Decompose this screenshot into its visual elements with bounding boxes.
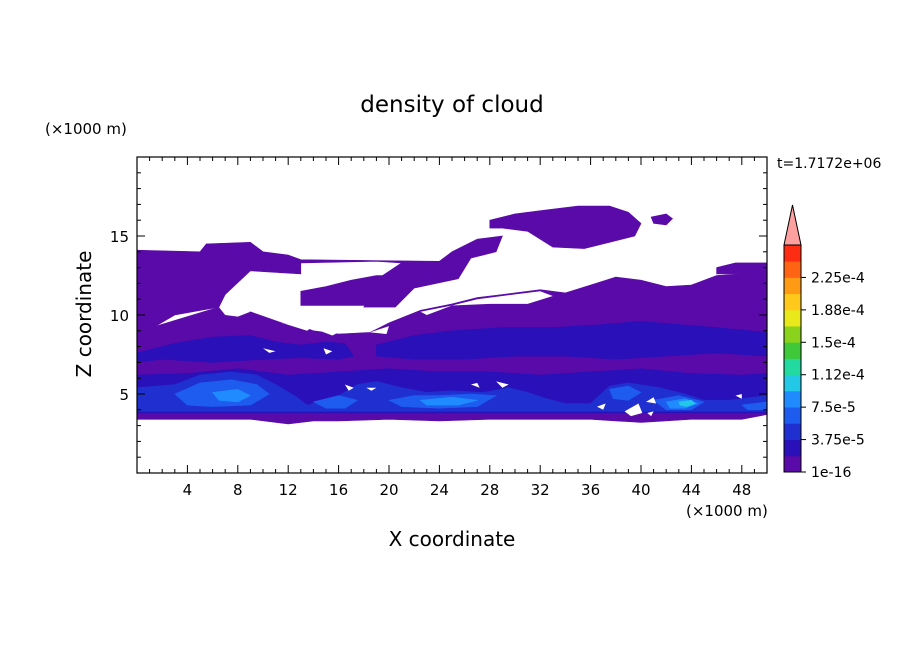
colorbar-swatch-3 bbox=[784, 407, 801, 424]
clear-gap-13 bbox=[647, 411, 654, 417]
y-tick-label: 15 bbox=[110, 228, 129, 246]
x-tick-label: 4 bbox=[183, 481, 193, 499]
y-unit-label: (×1000 m) bbox=[45, 120, 127, 138]
clear-gap-2 bbox=[319, 330, 339, 336]
clear-gap-6 bbox=[370, 326, 389, 334]
colorbar-swatch-7 bbox=[784, 342, 801, 359]
x-tick-label: 12 bbox=[279, 481, 298, 499]
clear-gap-3 bbox=[263, 348, 276, 353]
y-axis-label: Z coordinate bbox=[72, 251, 96, 378]
contour-region-17 bbox=[212, 388, 252, 403]
colorbar: 1e-16 3.75e-5 7.5e-5 1.12e-4 1.5e-4 1.88e-4 2.… bbox=[783, 204, 865, 481]
x-tick-label: 40 bbox=[631, 481, 650, 499]
chart-title: density of cloud bbox=[360, 92, 543, 118]
x-axis-label: X coordinate bbox=[389, 527, 516, 551]
colorbar-swatch-2 bbox=[784, 423, 801, 440]
clear-gap-15 bbox=[735, 394, 742, 399]
contour-region-12 bbox=[312, 395, 359, 409]
x-tick-label: 28 bbox=[480, 481, 499, 499]
colorbar-swatch-10 bbox=[784, 293, 801, 311]
y-tick-label: 5 bbox=[119, 386, 129, 404]
colorbar-swatch-0 bbox=[784, 455, 801, 473]
contour-region-18 bbox=[419, 396, 478, 406]
colorbar-label: 7.5e-5 bbox=[811, 400, 856, 416]
time-label: t=1.7172e+06 bbox=[777, 156, 881, 172]
colorbar-label: 1.5e-4 bbox=[811, 335, 856, 351]
x-tick-label: 20 bbox=[379, 481, 398, 499]
clear-gap-4 bbox=[323, 348, 333, 355]
contour-field bbox=[137, 205, 767, 425]
contour-region-4 bbox=[650, 213, 673, 226]
colorbar-swatch-11 bbox=[784, 277, 801, 295]
contour-region-20 bbox=[678, 399, 696, 407]
colorbar-label: 1.12e-4 bbox=[811, 368, 865, 384]
clear-gap-8 bbox=[366, 387, 377, 391]
colorbar-swatch-8 bbox=[784, 326, 801, 343]
contour-region-5 bbox=[716, 262, 767, 275]
colorbar-label: 3.75e-5 bbox=[811, 433, 865, 449]
x-tick-label: 16 bbox=[329, 481, 348, 499]
x-tick-label: 32 bbox=[531, 481, 550, 499]
colorbar-frame bbox=[783, 244, 802, 473]
colorbar-label: 2.25e-4 bbox=[811, 270, 865, 286]
colorbar-swatch-13 bbox=[784, 245, 801, 262]
colorbar-swatch-12 bbox=[784, 261, 801, 278]
clear-gap-14 bbox=[646, 397, 657, 404]
x-tick-label: 8 bbox=[233, 481, 243, 499]
y-tick-label: 10 bbox=[110, 307, 129, 325]
x-tick-label: 36 bbox=[581, 481, 600, 499]
contour-region-0 bbox=[137, 235, 503, 327]
colorbar-swatch-6 bbox=[784, 358, 801, 376]
colorbar-swatch-9 bbox=[784, 309, 801, 327]
x-tick-label: 48 bbox=[732, 481, 751, 499]
contour-region-14 bbox=[609, 385, 642, 401]
x-tick-label: 24 bbox=[430, 481, 449, 499]
colorbar-extend-arrow bbox=[783, 204, 802, 246]
colorbar-label: 1.88e-4 bbox=[811, 303, 865, 319]
x-unit-label: (×1000 m) bbox=[686, 502, 768, 520]
colorbar-label: 1e-16 bbox=[811, 465, 851, 481]
contour-region-7 bbox=[137, 335, 355, 363]
x-tick-label: 44 bbox=[682, 481, 701, 499]
colorbar-swatch-4 bbox=[784, 390, 801, 408]
colorbar-swatch-5 bbox=[784, 374, 801, 392]
contour-region-8 bbox=[376, 320, 767, 360]
clear-gap-0 bbox=[218, 305, 251, 317]
contour-region-2 bbox=[300, 275, 422, 306]
contour-region-3 bbox=[489, 205, 642, 249]
contour-region-16 bbox=[741, 401, 767, 411]
clear-gap-5 bbox=[420, 291, 553, 315]
clear-gap-9 bbox=[470, 382, 480, 388]
clear-gap-12 bbox=[624, 403, 643, 417]
clear-gap-1 bbox=[281, 322, 314, 331]
clear-gap-11 bbox=[596, 403, 606, 410]
colorbar-swatch-1 bbox=[784, 439, 801, 457]
clear-gap-7 bbox=[344, 384, 354, 391]
clear-gap-10 bbox=[496, 381, 509, 388]
contour-region-10 bbox=[137, 371, 767, 412]
